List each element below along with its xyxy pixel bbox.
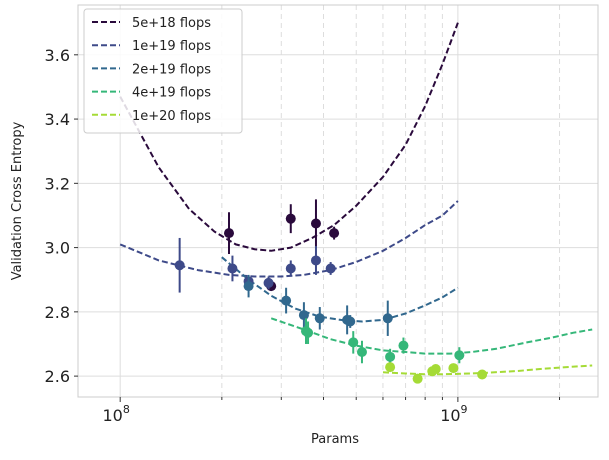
data-point — [314, 313, 325, 324]
data-point — [227, 263, 238, 274]
data-point — [385, 362, 396, 373]
x-axis-ticks: 108 109 — [103, 397, 561, 425]
data-point — [298, 310, 309, 321]
x-tick-label: 109 — [440, 403, 467, 425]
legend-label: 5e+18 flops — [132, 16, 211, 31]
legend-box — [83, 8, 243, 134]
data-point — [382, 313, 393, 324]
data-point — [174, 260, 185, 271]
data-point — [398, 340, 409, 351]
data-point — [345, 316, 356, 327]
data-point — [310, 218, 321, 229]
legend-label: 1e+20 flops — [132, 109, 211, 124]
legend-label: 1e+19 flops — [132, 39, 211, 54]
legend-label: 2e+19 flops — [132, 62, 211, 77]
fit-curve — [119, 200, 459, 278]
data-point — [243, 281, 254, 292]
y-tick-label: 2.8 — [45, 303, 70, 322]
data-point — [477, 369, 488, 380]
legend-label: 4e+19 flops — [132, 86, 211, 101]
data-point — [223, 228, 234, 239]
x-axis-title: Params — [311, 432, 359, 447]
y-tick-label: 3.0 — [45, 239, 70, 258]
fit-curve — [119, 22, 459, 252]
data-point — [329, 228, 340, 239]
data-point — [412, 373, 423, 384]
y-tick-label: 3.4 — [45, 110, 70, 129]
y-tick-label: 3.6 — [45, 46, 70, 65]
data-point — [325, 263, 336, 274]
data-point — [310, 255, 321, 266]
y-axis-ticks: 2.6 2.8 3.0 3.2 3.4 3.6 — [45, 46, 78, 386]
data-points — [174, 199, 488, 384]
data-point — [448, 363, 459, 374]
data-point — [285, 213, 296, 224]
fit-curve — [382, 364, 593, 376]
data-point — [454, 350, 465, 361]
plot-frame — [77, 4, 599, 398]
y-tick-label: 2.6 — [45, 367, 70, 386]
x-tick-label: 108 — [103, 403, 130, 425]
y-tick-label: 3.2 — [45, 174, 70, 193]
data-point — [385, 351, 396, 362]
data-point — [263, 277, 274, 288]
legend: 5e+18 flops 1e+19 flops 2e+19 flops 4e+19 f… — [83, 8, 243, 134]
data-point — [348, 337, 359, 348]
fit-curve — [270, 317, 593, 355]
data-point — [281, 295, 292, 306]
data-point — [303, 327, 314, 338]
y-axis-title: Validation Cross Entropy — [10, 121, 25, 280]
data-point — [356, 347, 367, 358]
data-point — [285, 263, 296, 274]
data-point — [430, 364, 441, 375]
